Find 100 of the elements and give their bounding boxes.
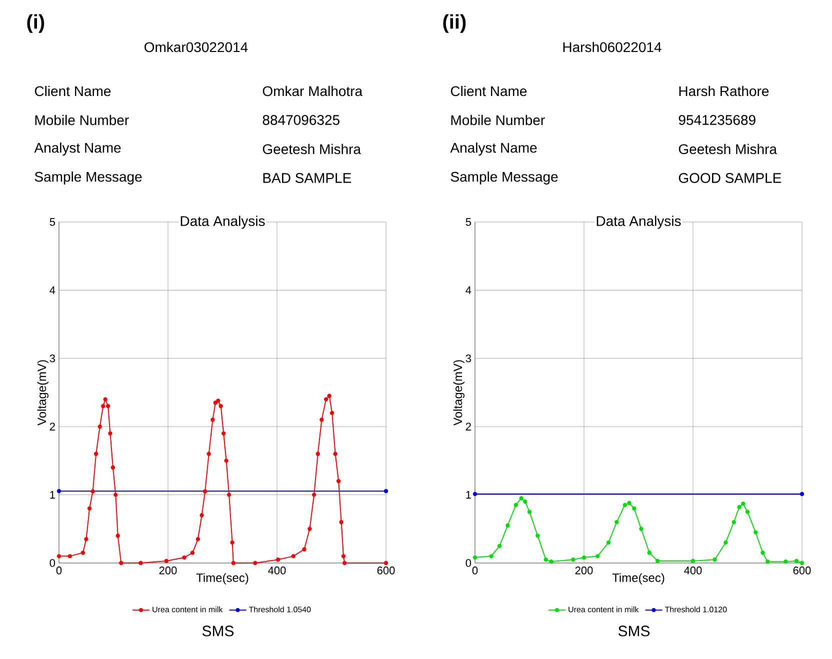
point xyxy=(489,554,494,558)
point xyxy=(523,500,528,504)
y-tick-label: 5 xyxy=(466,218,471,226)
point xyxy=(514,502,518,508)
x-tick-label: 200 xyxy=(575,566,593,574)
y-axis-title: Voltage(mV) xyxy=(37,360,48,426)
legend-label: Urea content in milk xyxy=(152,606,223,612)
y-tick-label: 3 xyxy=(466,354,471,362)
point xyxy=(341,554,346,558)
point xyxy=(80,550,86,555)
point xyxy=(732,520,736,524)
point xyxy=(200,513,204,518)
point xyxy=(164,558,168,564)
point xyxy=(56,554,62,558)
legend-label: Threshold 1.0120 xyxy=(664,606,727,612)
point xyxy=(647,550,652,555)
y-tick-label: 4 xyxy=(50,286,56,294)
chart-title: Data Analysis xyxy=(180,216,265,229)
point xyxy=(330,410,334,416)
point xyxy=(196,537,200,542)
text: Sample Message xyxy=(34,171,142,185)
legend-label: Threshold 1.0540 xyxy=(248,606,311,612)
point xyxy=(98,424,102,429)
text: (ii) xyxy=(443,14,466,33)
point xyxy=(549,560,554,564)
text: Omkar Malhotra xyxy=(262,86,363,96)
text: Omkar03022014 xyxy=(144,42,248,52)
point xyxy=(690,558,696,564)
point xyxy=(622,502,627,508)
y-tick-label: 5 xyxy=(50,218,55,226)
point xyxy=(737,504,742,510)
text: (i) xyxy=(27,14,44,33)
point xyxy=(312,492,316,497)
point xyxy=(506,523,510,528)
point xyxy=(800,560,804,566)
point xyxy=(320,418,324,422)
x-tick-label: 600 xyxy=(377,566,395,574)
point xyxy=(84,537,88,542)
text: Analyst Name xyxy=(450,142,537,156)
point xyxy=(766,560,770,564)
point xyxy=(519,496,524,500)
point xyxy=(103,397,108,402)
point xyxy=(544,557,548,562)
x-axis-title: Time(sec) xyxy=(612,573,664,584)
point xyxy=(327,394,332,398)
point xyxy=(253,560,258,566)
text: 8847096325 xyxy=(262,115,340,125)
point xyxy=(230,540,234,545)
y-axis-title: Voltage(mV) xyxy=(453,360,464,426)
text: Analyst Name xyxy=(34,142,121,156)
x-tick-label: 0 xyxy=(472,566,478,574)
point xyxy=(339,520,344,524)
point xyxy=(754,530,758,534)
text: Client Name xyxy=(34,86,111,96)
x-axis-title: Time(sec) xyxy=(196,573,248,584)
point xyxy=(724,540,728,545)
text: 9541235689 xyxy=(678,115,756,125)
point xyxy=(497,544,502,548)
text: BAD SAMPLE xyxy=(263,173,352,183)
point xyxy=(627,500,632,506)
point xyxy=(614,520,619,524)
text: GOOD SAMPLE xyxy=(678,173,782,183)
point xyxy=(760,550,765,555)
point xyxy=(336,479,341,484)
y-tick-label: 2 xyxy=(50,422,55,430)
y-tick-label: 1 xyxy=(466,491,471,499)
point xyxy=(110,465,116,470)
point xyxy=(384,489,388,494)
point xyxy=(536,534,540,538)
point xyxy=(224,458,228,463)
point xyxy=(213,400,218,405)
point xyxy=(712,557,717,562)
point xyxy=(119,560,124,566)
point xyxy=(741,502,746,506)
x-tick-label: 400 xyxy=(684,566,702,574)
text: Mobile Number xyxy=(35,114,129,126)
point xyxy=(527,510,532,514)
point xyxy=(291,554,296,558)
point xyxy=(784,560,788,564)
point xyxy=(324,397,328,402)
point xyxy=(231,560,236,566)
point xyxy=(571,557,576,562)
point xyxy=(210,418,215,422)
point xyxy=(472,555,478,560)
point xyxy=(202,489,208,494)
point xyxy=(472,492,478,496)
point xyxy=(639,526,644,531)
y-tick-label: 2 xyxy=(466,422,471,430)
y-tick-label: 1 xyxy=(50,491,55,499)
point xyxy=(108,431,112,436)
point xyxy=(276,557,280,562)
text: SMS xyxy=(618,626,650,636)
point xyxy=(218,404,223,408)
y-tick-label: 0 xyxy=(50,559,56,567)
text: Harsh Rathore xyxy=(679,86,769,96)
point xyxy=(101,404,106,408)
y-tick-label: 3 xyxy=(50,354,55,362)
y-tick-label: 4 xyxy=(466,286,472,294)
point xyxy=(106,404,110,408)
x-tick-label: 200 xyxy=(159,566,177,574)
